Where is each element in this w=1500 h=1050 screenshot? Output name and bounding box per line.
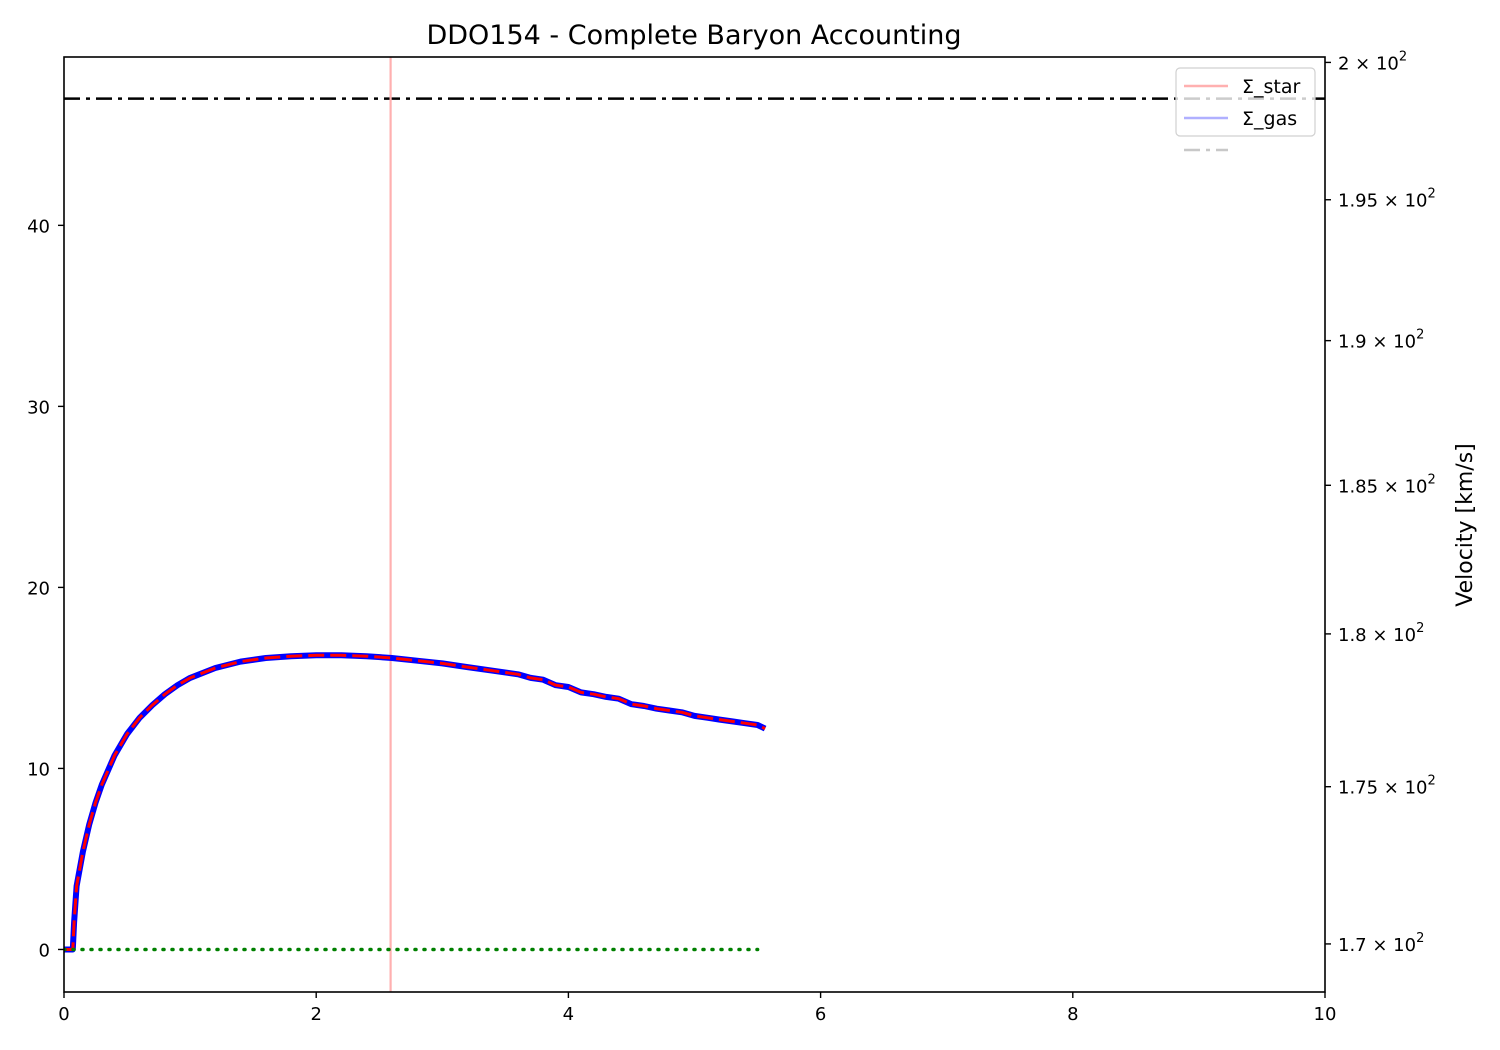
y-right-tick-label: 1.7 × 102 [1338,931,1424,956]
y-right-tick-label: 1.8 × 102 [1338,621,1424,646]
y-axis-right-label: Velocity [km/s] [1453,443,1478,607]
x-tick-label: 10 [1314,1004,1337,1025]
y-right-tick-label: 1.85 × 102 [1338,472,1436,497]
legend: Σ_star Σ_gas [1175,67,1316,152]
series-line-velocity-red-dashed [64,653,766,951]
legend-label: Σ_gas [1242,108,1297,130]
y-tick-label: 40 [27,216,50,237]
y-tick-label: 20 [27,578,50,599]
plot-marks [64,57,1325,992]
plot-area [64,57,1325,992]
x-tick-label: 4 [563,1004,574,1025]
x-tick-label: 2 [310,1004,321,1025]
y-axis-left: 0 10 20 30 40 [27,216,64,961]
y-tick-label: 30 [27,397,50,418]
plot-frame [63,56,1326,993]
y-right-tick-label: 1.9 × 102 [1338,328,1424,353]
y-right-tick-label: 1.95 × 102 [1338,187,1436,212]
y-tick-label: 0 [39,940,50,961]
y-right-tick-label: 1.75 × 102 [1338,774,1436,799]
y-axis-right: 1.7 × 102 1.75 × 102 1.8 × 102 1.85 × 102 1.… [1325,49,1436,956]
x-tick-label: 6 [815,1004,826,1025]
y-tick-label: 10 [27,759,50,780]
y-right-tick-label: 2 × 102 [1338,49,1407,74]
x-axis: 0 2 4 6 8 10 [58,992,1336,1025]
chart-title: DDO154 - Complete Baryon Accounting [426,20,961,51]
x-tick-label: 8 [1067,1004,1078,1025]
legend-label: Σ_star [1242,76,1300,98]
x-tick-label: 0 [58,1004,69,1025]
